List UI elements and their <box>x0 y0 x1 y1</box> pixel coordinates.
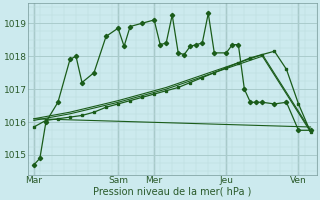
X-axis label: Pression niveau de la mer( hPa ): Pression niveau de la mer( hPa ) <box>93 187 252 197</box>
